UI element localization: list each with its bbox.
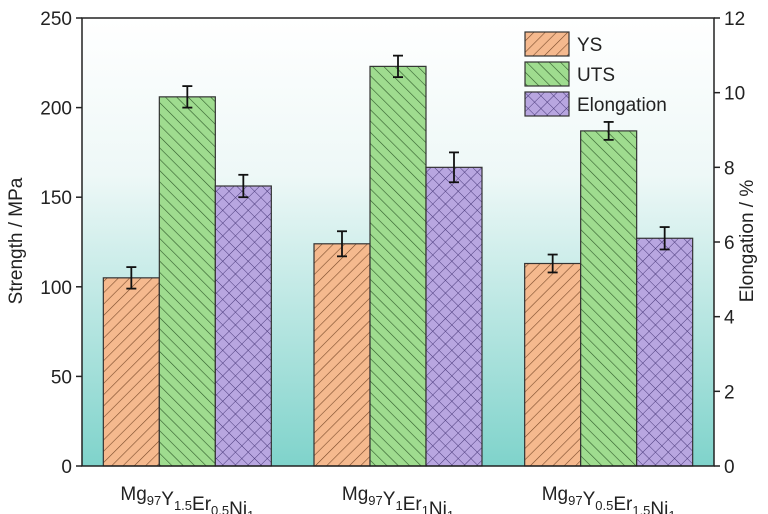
legend-swatch-elongation — [524, 91, 570, 117]
bar-uts-0 — [158, 96, 216, 467]
legend-label-uts: UTS — [577, 65, 615, 86]
left-tick-label: 50 — [51, 367, 72, 388]
legend-swatch-ys — [524, 31, 570, 57]
y-axis-title-left: Strength / MPa — [6, 177, 27, 304]
right-tick-label: 2 — [724, 382, 735, 403]
y-axis-title-right: Elongation / % — [737, 180, 758, 303]
category-label-2: Mg97Y0.5Er1.5Ni1 — [542, 484, 676, 514]
legend: YS UTS Elongation — [524, 31, 667, 117]
errorbars-group — [126, 54, 670, 290]
right-tick-label: 10 — [724, 84, 745, 105]
left-axis: 0 50 100 150 200 250 — [40, 9, 82, 478]
left-tick-label: 0 — [61, 457, 72, 478]
right-tick-label: 12 — [724, 9, 745, 30]
bar-elongation-1 — [425, 166, 483, 467]
left-tick-label: 200 — [40, 99, 72, 120]
category-label-0: Mg97Y1.5Er0.5Ni1 — [120, 484, 254, 514]
right-tick-label: 4 — [724, 308, 735, 329]
bars-group — [102, 65, 694, 467]
category-label-1: Mg97Y1Er1Ni1 — [342, 484, 454, 514]
bar-ys-1 — [313, 243, 371, 467]
left-tick-label: 150 — [40, 188, 72, 209]
legend-label-elongation: Elongation — [577, 95, 667, 116]
left-tick-label: 250 — [40, 9, 72, 30]
x-axis-category-labels: Mg97Y1.5Er0.5Ni1 Mg97Y1Er1Ni1 Mg97Y0.5Er1.… — [120, 484, 675, 514]
legend-label-ys: YS — [577, 35, 602, 56]
left-tick-label: 100 — [40, 278, 72, 299]
bar-elongation-0 — [214, 185, 272, 467]
right-tick-label: 8 — [724, 158, 735, 179]
bar-elongation-2 — [636, 237, 694, 467]
bar-uts-1 — [369, 65, 427, 467]
right-tick-label: 6 — [724, 233, 735, 254]
bar-uts-2 — [580, 130, 638, 467]
bar-ys-2 — [524, 262, 582, 467]
right-axis: 0 2 4 6 8 10 12 — [714, 9, 745, 478]
right-tick-label: 0 — [724, 457, 735, 478]
bar-ys-0 — [102, 277, 160, 467]
legend-swatch-uts — [524, 61, 570, 87]
